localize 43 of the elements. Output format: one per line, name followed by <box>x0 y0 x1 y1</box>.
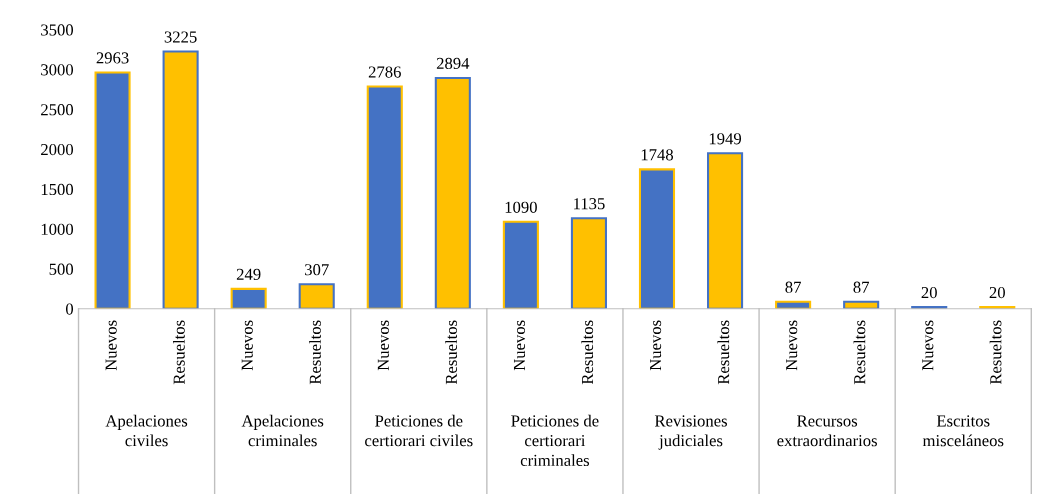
data-label: 2894 <box>436 57 470 70</box>
x-tick-label: Nuevos <box>105 320 117 371</box>
data-label: 1949 <box>709 133 742 145</box>
x-tick-label: Nuevos <box>922 320 934 371</box>
text: Revisiones judiciales <box>654 415 727 450</box>
y-tick-label: 3500 <box>41 24 74 36</box>
text: Recursos extraordinarios <box>777 415 877 447</box>
data-label: 87 <box>853 281 870 293</box>
x-tick-label: Nuevos <box>786 320 798 371</box>
x-tick-label: Resueltos <box>309 320 321 385</box>
y-tick-label: 3000 <box>41 64 74 76</box>
data-label: 3225 <box>164 31 197 43</box>
text: Peticiones de certiorari civiles <box>365 414 473 447</box>
data-label: 1748 <box>641 149 674 161</box>
text: Apelaciones civiles <box>105 414 188 447</box>
x-tick-label: Nuevos <box>650 320 662 371</box>
x-tick-label: Resueltos <box>173 320 185 385</box>
y-tick-label: 2500 <box>41 104 74 116</box>
y-tick-label: 1000 <box>41 223 74 235</box>
x-tick-label: Resueltos <box>717 320 730 385</box>
x-tick-label: Nuevos <box>241 320 253 371</box>
data-label: 2963 <box>96 52 129 64</box>
data-label: 87 <box>785 281 801 293</box>
x-tick-label: Nuevos <box>377 320 389 371</box>
x-tick-label: Nuevos <box>513 320 526 371</box>
x-tick-label: Resueltos <box>853 320 866 385</box>
data-label: 307 <box>305 264 329 276</box>
data-label: 20 <box>989 286 1005 299</box>
x-tick-label: Resueltos <box>989 320 1002 385</box>
data-label: 1090 <box>505 201 537 213</box>
data-label: 20 <box>921 286 937 299</box>
text: Escritos misceláneos <box>922 415 1004 447</box>
x-tick-label: Resueltos <box>445 320 457 385</box>
data-label: 2786 <box>368 66 401 78</box>
data-label: 1135 <box>574 198 605 210</box>
text: Apelaciones criminales <box>241 414 324 447</box>
y-tick-label: 2000 <box>41 143 74 156</box>
text: Peticiones de certiorari criminales <box>511 414 599 467</box>
y-tick-label: 1500 <box>41 183 74 196</box>
x-tick-label: Resueltos <box>581 320 594 385</box>
data-label: 249 <box>236 268 261 280</box>
y-tick-label: 500 <box>49 263 74 275</box>
y-tick-label: 0 <box>65 303 74 315</box>
